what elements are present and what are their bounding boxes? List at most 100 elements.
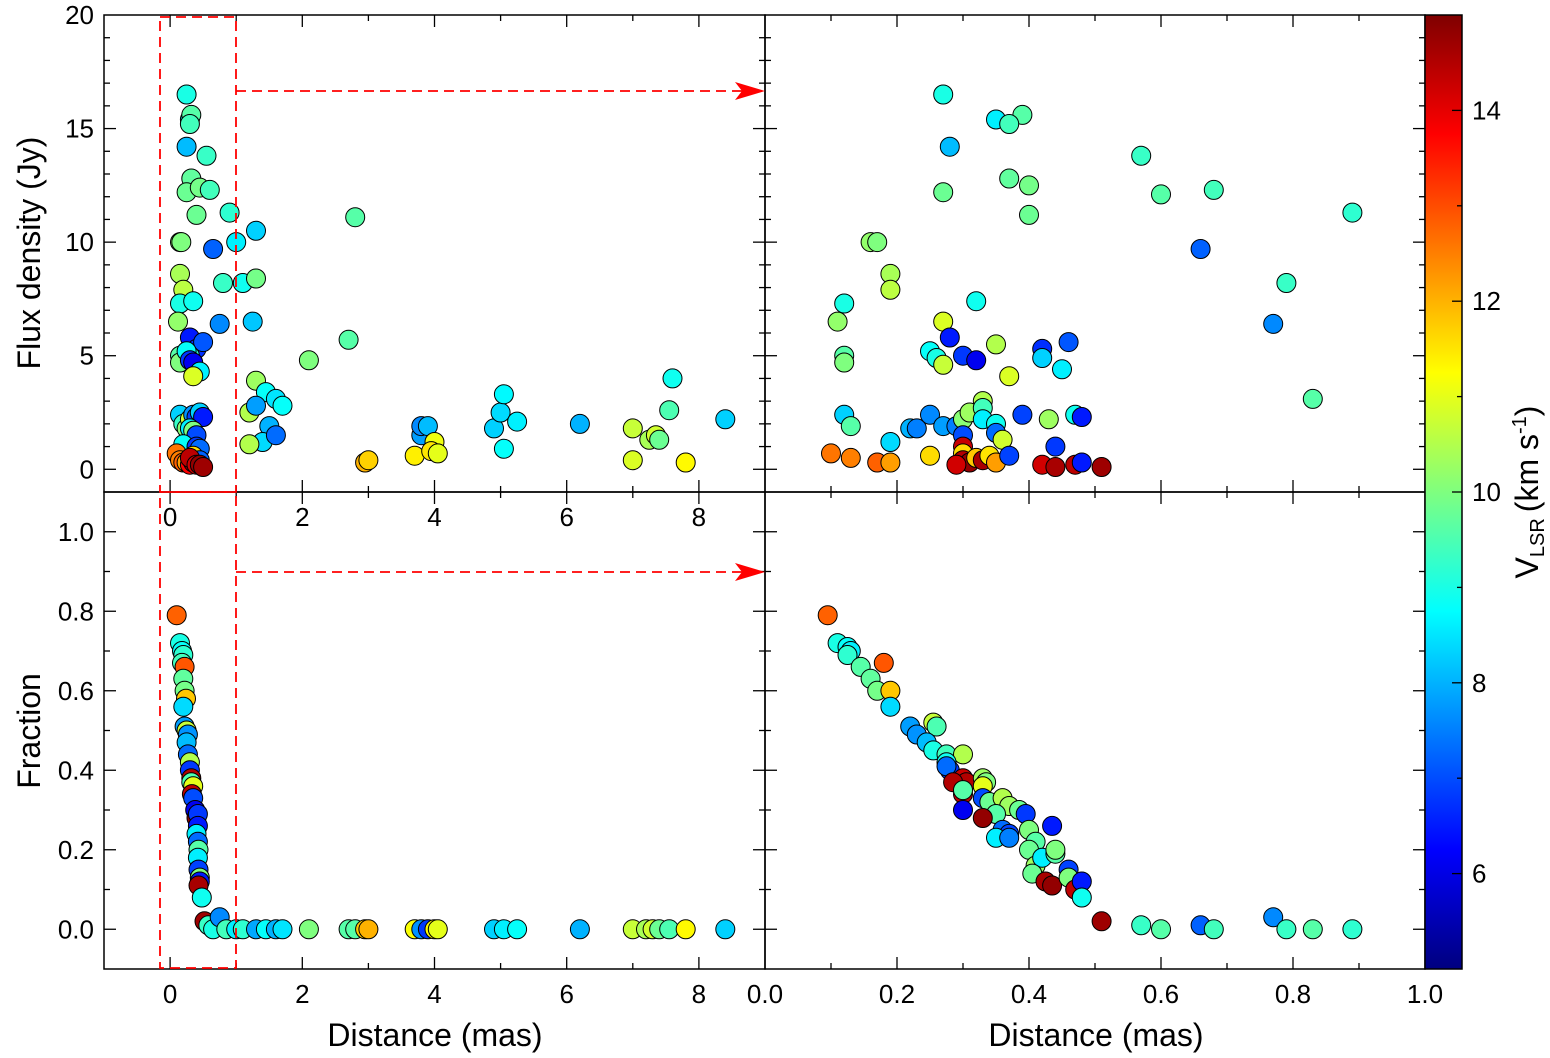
y-tick-label: 15 — [65, 114, 94, 144]
x-tick-label: 0.4 — [1011, 979, 1047, 1009]
data-point — [1342, 919, 1363, 940]
data-point — [1091, 457, 1112, 477]
data-point — [999, 827, 1020, 848]
data-point — [173, 696, 194, 717]
colorbar-tick-label: 6 — [1472, 859, 1486, 889]
data-point — [675, 452, 696, 473]
data-point — [837, 645, 858, 665]
data-point — [834, 293, 855, 314]
data-point — [1131, 145, 1152, 166]
y-tick-label: 0.6 — [58, 676, 94, 706]
data-point — [358, 919, 379, 940]
data-point — [827, 311, 848, 332]
data-point — [176, 136, 197, 157]
y-tick-label: 10 — [65, 227, 94, 257]
data-point — [193, 332, 214, 353]
data-point — [999, 445, 1020, 466]
zoom-box-bottom — [159, 491, 237, 969]
data-point — [242, 311, 263, 332]
x-tick-label: 2 — [295, 502, 309, 532]
colorbar-label-main: V — [1509, 556, 1545, 578]
data-point — [933, 84, 954, 105]
data-point — [1019, 204, 1039, 225]
data-point — [1151, 184, 1171, 205]
points-bottom-left — [166, 605, 736, 940]
colorbar-label-sub: LSR — [1527, 518, 1549, 557]
data-point — [1058, 332, 1079, 353]
data-point — [569, 413, 590, 434]
data-point — [906, 418, 927, 439]
data-point — [298, 919, 319, 940]
data-point — [272, 919, 293, 940]
data-point — [1038, 409, 1059, 430]
y-tick-label: 5 — [80, 341, 94, 371]
data-point — [966, 350, 987, 371]
x-tick-label: 0.2 — [879, 979, 915, 1009]
x-tick-label: 4 — [427, 502, 441, 532]
zoom-annotation — [159, 16, 765, 969]
data-point — [1091, 911, 1112, 932]
data-point — [191, 887, 212, 908]
points-top-left — [166, 84, 736, 477]
x-tick-label: 4 — [427, 979, 441, 1009]
data-point — [196, 145, 217, 166]
colorbar-ticks: 6 8 10 12 14 — [1452, 95, 1501, 889]
y-tick-label: 20 — [65, 0, 94, 30]
data-point — [926, 716, 947, 737]
data-point — [953, 800, 973, 820]
y-axis-label-top: Flux density (Jy) — [11, 137, 47, 370]
data-point — [179, 114, 200, 134]
x-tick-label: 1.0 — [1407, 979, 1443, 1009]
colorbar-label-unit: (km s — [1509, 434, 1545, 512]
data-point — [493, 438, 514, 459]
data-point — [946, 454, 967, 475]
data-point — [659, 400, 680, 421]
data-point — [1190, 239, 1211, 259]
data-point — [1042, 875, 1063, 896]
axes-ticks: 0 2 4 6 8 0 5 10 15 20 0 2 4 6 8 0.0 0.2 0.4 0.6 0.8 1.0 0.0 0… — [58, 0, 1443, 1009]
data-point — [569, 919, 590, 940]
data-point — [199, 179, 220, 200]
data-point — [622, 418, 643, 439]
x-axis-label-right: Distance (mas) — [988, 1017, 1203, 1053]
colorbar-label-close: ) — [1509, 406, 1545, 417]
data-point — [840, 447, 861, 468]
data-point — [1071, 887, 1092, 908]
x-tick-label: 0.6 — [1143, 979, 1179, 1009]
data-point — [265, 425, 286, 446]
y-tick-label: 0.0 — [58, 914, 94, 944]
data-point — [933, 182, 954, 203]
data-point — [166, 605, 187, 626]
x-tick-label: 8 — [692, 979, 706, 1009]
data-point — [1342, 202, 1363, 223]
data-point — [880, 452, 901, 473]
data-point — [675, 919, 696, 940]
data-point — [490, 402, 511, 423]
data-point — [1263, 313, 1284, 334]
data-point — [972, 808, 993, 828]
data-point — [176, 84, 197, 105]
data-point — [1012, 404, 1033, 425]
colorbar-label: VLSR (km s-1) — [1509, 406, 1549, 579]
data-point — [183, 291, 204, 312]
x-tick-label: 0.8 — [1275, 979, 1311, 1009]
data-point — [246, 268, 266, 289]
data-point — [203, 239, 224, 259]
data-point — [1071, 452, 1092, 473]
data-point — [338, 329, 359, 350]
x-tick-label: 6 — [559, 502, 573, 532]
data-point — [1302, 388, 1323, 409]
data-point — [817, 605, 838, 626]
data-point — [246, 220, 266, 241]
data-point — [953, 744, 973, 765]
data-point — [1032, 348, 1053, 368]
data-point — [298, 350, 319, 371]
data-point — [1276, 273, 1297, 293]
data-point — [939, 327, 960, 348]
data-point — [715, 919, 736, 940]
x-tick-label: 0 — [163, 502, 177, 532]
data-point — [404, 445, 425, 466]
colorbar-label-exp: -1 — [1509, 416, 1531, 434]
y-tick-label: 0.2 — [58, 835, 94, 865]
